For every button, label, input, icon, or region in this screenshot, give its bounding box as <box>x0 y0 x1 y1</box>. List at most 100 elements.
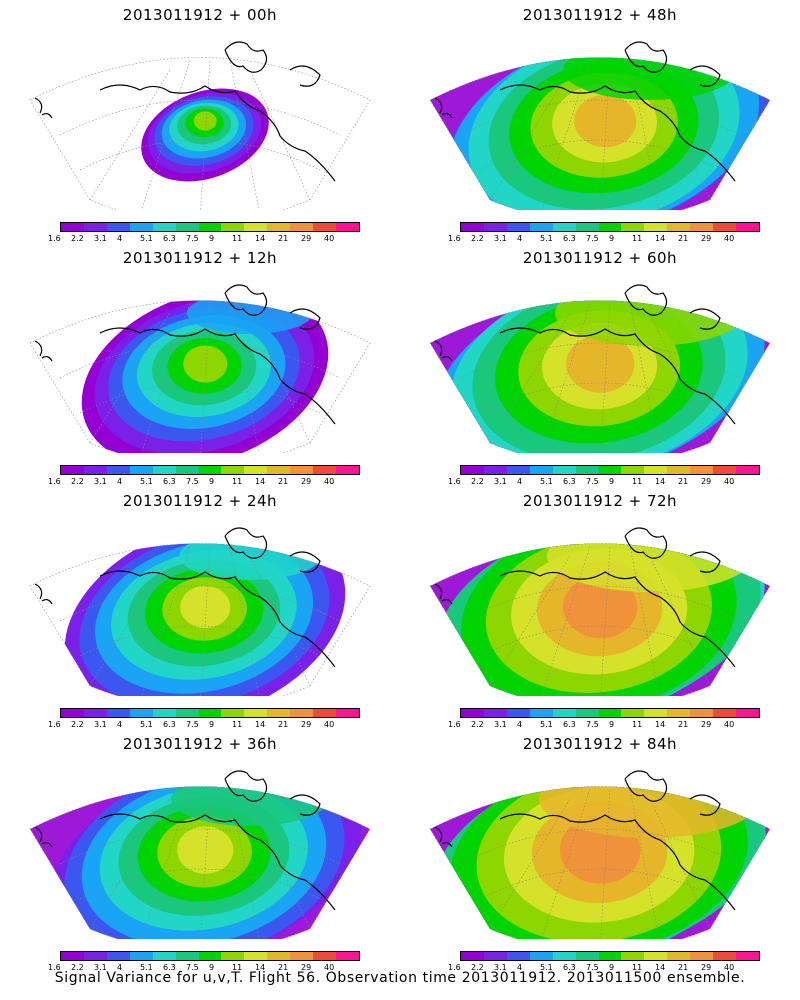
colorbar-tick-label: 3.1 <box>94 720 107 729</box>
panel-title: 2013011912 + 48h <box>522 6 678 24</box>
panel-title: 2013011912 + 00h <box>122 6 278 24</box>
colorbar-tick-label: 29 <box>701 234 712 243</box>
contour-band <box>566 335 635 393</box>
colorbar-swatch <box>461 223 484 231</box>
coastline <box>434 527 736 668</box>
colorbar-tick-label: 1.6 <box>448 963 461 972</box>
graticule <box>29 300 371 453</box>
colorbar-swatch <box>483 223 507 231</box>
colorbar-tick-label: 7.5 <box>586 477 599 486</box>
colorbar-tick-label: 2.2 <box>471 477 484 486</box>
colorbar <box>60 708 360 718</box>
colorbar-swatch <box>690 466 714 474</box>
colorbar-tick-label: 7.5 <box>186 720 199 729</box>
colorbar-swatch <box>175 952 199 960</box>
colorbar-swatch <box>736 466 759 474</box>
colorbar-tick-label: 1.6 <box>48 963 61 972</box>
colorbar-tick-label: 40 <box>724 720 735 729</box>
colorbar-swatch <box>575 223 599 231</box>
map <box>29 527 371 696</box>
colorbar-tick-label: 29 <box>301 963 312 972</box>
colorbar-swatch <box>83 223 107 231</box>
colorbar-tick-label: 4 <box>517 234 523 243</box>
colorbar-tick-label: 6.3 <box>163 234 176 243</box>
colorbar-tick-label: 40 <box>724 234 735 243</box>
colorbar-swatch <box>529 709 553 717</box>
colorbar-swatch <box>483 466 507 474</box>
colorbar-tick-label: 11 <box>632 234 643 243</box>
map <box>429 770 771 939</box>
colorbar-tick-label: 2.2 <box>471 234 484 243</box>
colorbar-swatch <box>175 466 199 474</box>
colorbar-ticks: 1.6 2.2 3.1 4 5.1 6.3 7.5 9 11 14 21 29 40 <box>448 235 748 245</box>
colorbar-tick-label: 1.6 <box>48 477 61 486</box>
contour-band <box>555 300 745 346</box>
colorbar-swatch <box>106 466 130 474</box>
graticule <box>29 786 371 939</box>
colorbar-swatch <box>336 466 359 474</box>
colorbar-swatch <box>336 952 359 960</box>
colorbar-swatch <box>290 709 314 717</box>
colorbar-ticks: 1.6 2.2 3.1 4 5.1 6.3 7.5 9 11 14 21 29 40 <box>448 964 748 974</box>
figure-caption: Signal Variance for u,v,T. Flight 56. Ob… <box>54 970 746 986</box>
colorbar-swatch <box>267 709 291 717</box>
colorbar-tick-label: 5.1 <box>540 234 553 243</box>
colorbar-swatch <box>336 223 359 231</box>
panel-5: 2013011912 + 24h 1.6 2.2 3.1 4 5.1 6.3 7.5 9 11 1… <box>0 486 400 729</box>
variance-field <box>430 543 770 696</box>
coastline <box>434 284 736 425</box>
colorbar-tick-label: 3.1 <box>494 477 507 486</box>
colorbar-tick-label: 21 <box>678 234 689 243</box>
graticule <box>429 300 771 453</box>
map <box>29 41 371 210</box>
colorbar-swatch <box>461 952 484 960</box>
colorbar-ticks: 1.6 2.2 3.1 4 5.1 6.3 7.5 9 11 14 21 29 40 <box>448 478 748 488</box>
colorbar-swatch <box>575 952 599 960</box>
colorbar-swatch <box>129 952 153 960</box>
colorbar-swatch <box>506 466 530 474</box>
colorbar-swatch <box>529 952 553 960</box>
panel-6: 2013011912 + 72h 1.6 2.2 3.1 4 5.1 6.3 7.5 9 11 1… <box>400 486 800 729</box>
colorbar <box>60 465 360 475</box>
colorbar-swatch <box>198 223 222 231</box>
panel-8: 2013011912 + 84h 1.6 2.2 3.1 4 5.1 6.3 7.5 9 11 1… <box>400 729 800 972</box>
panel-title: 2013011912 + 24h <box>122 492 278 510</box>
colorbar-swatch <box>736 709 759 717</box>
colorbar-tick-label: 9 <box>209 720 215 729</box>
colorbar-tick-label: 40 <box>724 963 735 972</box>
colorbar-swatch <box>461 709 484 717</box>
colorbar-tick-label: 2.2 <box>471 720 484 729</box>
colorbar-tick-label: 1.6 <box>448 234 461 243</box>
coastline <box>434 41 736 182</box>
colorbar-tick-label: 21 <box>678 477 689 486</box>
colorbar-tick-label: 5.1 <box>540 720 553 729</box>
colorbar-tick-label: 14 <box>255 963 266 972</box>
colorbar-tick-label: 14 <box>255 234 266 243</box>
colorbar-swatch <box>221 952 245 960</box>
map <box>29 284 371 453</box>
colorbar <box>460 465 760 475</box>
graticule <box>29 57 371 210</box>
map <box>429 527 771 696</box>
colorbar-ticks: 1.6 2.2 3.1 4 5.1 6.3 7.5 9 11 14 21 29 40 <box>48 964 348 974</box>
colorbar-swatch <box>290 466 314 474</box>
colorbar-tick-label: 4 <box>517 720 523 729</box>
colorbar-tick-label: 29 <box>701 963 712 972</box>
colorbar-swatch <box>621 709 645 717</box>
colorbar-swatch <box>483 952 507 960</box>
colorbar-tick-label: 9 <box>209 234 215 243</box>
contour-band <box>563 57 737 100</box>
panel-7: 2013011912 + 36h 1.6 2.2 3.1 4 5.1 6.3 7.5 9 11 1… <box>0 729 400 972</box>
colorbar-swatch <box>644 952 668 960</box>
colorbar-swatch <box>667 952 691 960</box>
colorbar-swatch <box>552 709 576 717</box>
colorbar-swatch <box>244 223 268 231</box>
colorbar-swatch <box>152 466 176 474</box>
colorbar-swatch <box>529 223 553 231</box>
colorbar-swatch <box>267 466 291 474</box>
colorbar-swatch <box>575 466 599 474</box>
colorbar-swatch <box>152 223 176 231</box>
colorbar-tick-label: 11 <box>232 477 243 486</box>
colorbar-tick-label: 3.1 <box>94 963 107 972</box>
colorbar-swatch <box>667 223 691 231</box>
